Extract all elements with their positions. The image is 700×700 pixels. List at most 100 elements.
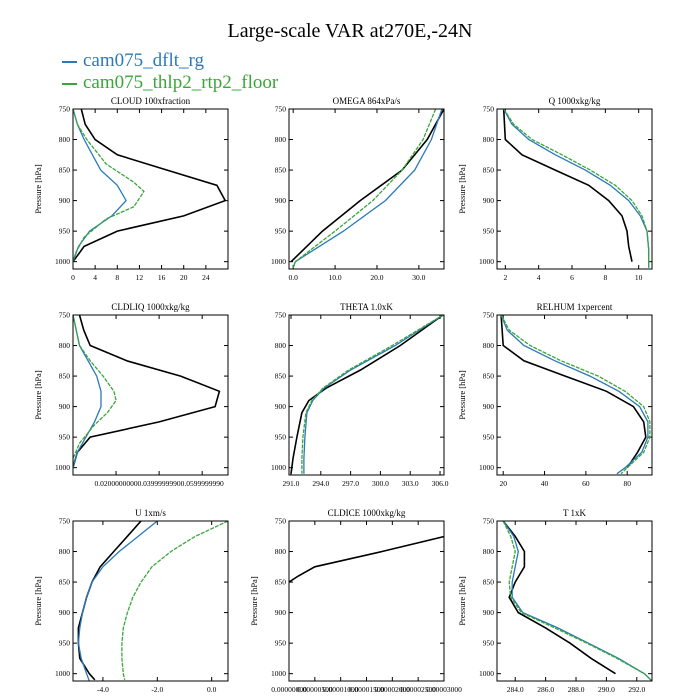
x-tick-label: 292.0 [628,685,645,694]
x-tick-label: 16 [158,273,166,282]
panel-title: T 1xK [563,508,587,518]
panel-8: T 1xK Pressure [hPa] 750 800 850 900 950 1000 28… [457,508,653,694]
x-tick-label: 80 [623,479,631,488]
y-tick-label: 950 [275,639,287,648]
y-tick-label: 900 [275,608,287,617]
y-axis-label: Pressure [hPa] [33,164,43,214]
y-axis-label: Pressure [hPa] [457,164,467,214]
y-tick-label: 800 [59,547,71,556]
x-tick-label: 0.0 [207,685,217,694]
plot-frame [496,108,653,270]
series-line-2 [73,315,117,468]
y-tick-label: 900 [59,402,71,411]
panel-title: THETA 1.0xK [340,302,393,312]
series-line-1 [303,315,444,474]
y-tick-label: 950 [275,433,287,442]
figure-title: Large-scale VAR at270E,-24N [227,20,473,42]
x-tick-label: 286.0 [537,685,554,694]
y-axis-label: Pressure [hPa] [457,370,467,420]
x-tick-label: 291.0 [283,479,300,488]
panel-title: CLDLIQ 1000xkg/kg [111,302,190,312]
series-line-2 [121,521,228,680]
series-line-1 [500,315,649,475]
series-line-0 [500,315,647,469]
x-tick-label: 303.0 [402,479,419,488]
series-line-1 [292,109,443,269]
x-tick-label: 0.00000000 [271,685,307,694]
y-tick-label: 1000 [479,257,494,266]
panel-title: CLOUD 100xfraction [111,96,191,106]
plot-frame [288,314,445,476]
y-tick-label: 850 [275,166,287,175]
panel-6: U 1xm/s Pressure [hPa] 750 800 850 900 950 1000… [33,508,229,694]
y-tick-label: 1000 [479,463,494,472]
y-tick-label: 1000 [271,669,286,678]
plot-frame [496,520,653,682]
x-tick-label: 284.0 [507,685,524,694]
y-tick-label: 750 [275,517,287,526]
x-tick-label: 0.0399999990 [138,479,181,488]
y-tick-label: 750 [483,517,495,526]
y-tick-label: 850 [275,578,287,587]
series-line-1 [77,521,158,681]
series-line-2 [500,315,651,475]
y-tick-label: 1000 [271,257,286,266]
y-axis-label: Pressure [hPa] [33,370,43,420]
legend-swatch-dflt [62,60,77,63]
y-tick-label: 750 [59,105,71,114]
series-line-0 [290,315,444,474]
y-tick-label: 950 [483,433,495,442]
y-tick-label: 900 [483,402,495,411]
y-tick-label: 800 [483,135,495,144]
series-line-0 [73,109,227,263]
panel-2: Q 1000xkg/kg Pressure [hPa] 750 800 850 900 95… [457,96,653,282]
series-line-1 [73,109,127,262]
plot-frame [288,520,445,682]
y-tick-label: 800 [275,341,287,350]
x-tick-label: 0.00000500 [297,685,333,694]
series-line-0 [290,109,444,263]
y-tick-label: 900 [483,196,495,205]
series-line-2 [301,315,444,474]
x-tick-label: 6 [570,273,574,282]
y-tick-label: 850 [59,166,71,175]
panel-title: Q 1000xkg/kg [549,96,601,106]
series-line-2 [502,521,652,681]
panel-5: RELHUM 1xpercent Pressure [hPa] 750 800 850 9… [457,302,653,488]
y-tick-label: 850 [483,372,495,381]
x-tick-label: 0.0 [289,273,299,282]
x-tick-label: 0.0200000000 [94,479,137,488]
x-tick-label: 60 [582,479,590,488]
series-line-2 [292,109,437,269]
y-tick-label: 850 [483,578,495,587]
x-tick-label: 306.0 [432,479,449,488]
y-tick-label: 900 [59,608,71,617]
panel-7: CLDICE 1000xkg/kg Pressure [hPa] 750 800 850… [249,508,462,694]
legend-entry-dflt: cam075_dflt_rg [62,50,204,72]
x-tick-label: 20 [499,479,507,488]
plot-frame [496,314,653,476]
x-tick-label: 20.0 [370,273,383,282]
legend-label-floor: cam075_thlp2_rtp2_floor [83,72,279,93]
panel-title: CLDICE 1000xkg/kg [328,508,406,518]
panel-title: RELHUM 1xpercent [537,302,613,312]
series-line-1 [503,109,650,268]
plot-frame [288,108,445,270]
x-tick-label: 4 [93,273,97,282]
y-tick-label: 800 [275,547,287,556]
y-tick-label: 750 [483,105,495,114]
y-tick-label: 850 [483,166,495,175]
x-tick-label: 294.0 [312,479,329,488]
x-tick-label: 0.00001000 [323,685,359,694]
series-line-0 [502,109,633,262]
series-line-0 [73,315,221,468]
y-tick-label: 950 [59,227,71,236]
plot-frame [72,314,229,476]
plot-frame [72,520,229,682]
y-tick-label: 850 [59,578,71,587]
x-tick-label: 8 [603,273,607,282]
x-tick-label: 10.0 [329,273,342,282]
y-tick-label: 750 [275,105,287,114]
